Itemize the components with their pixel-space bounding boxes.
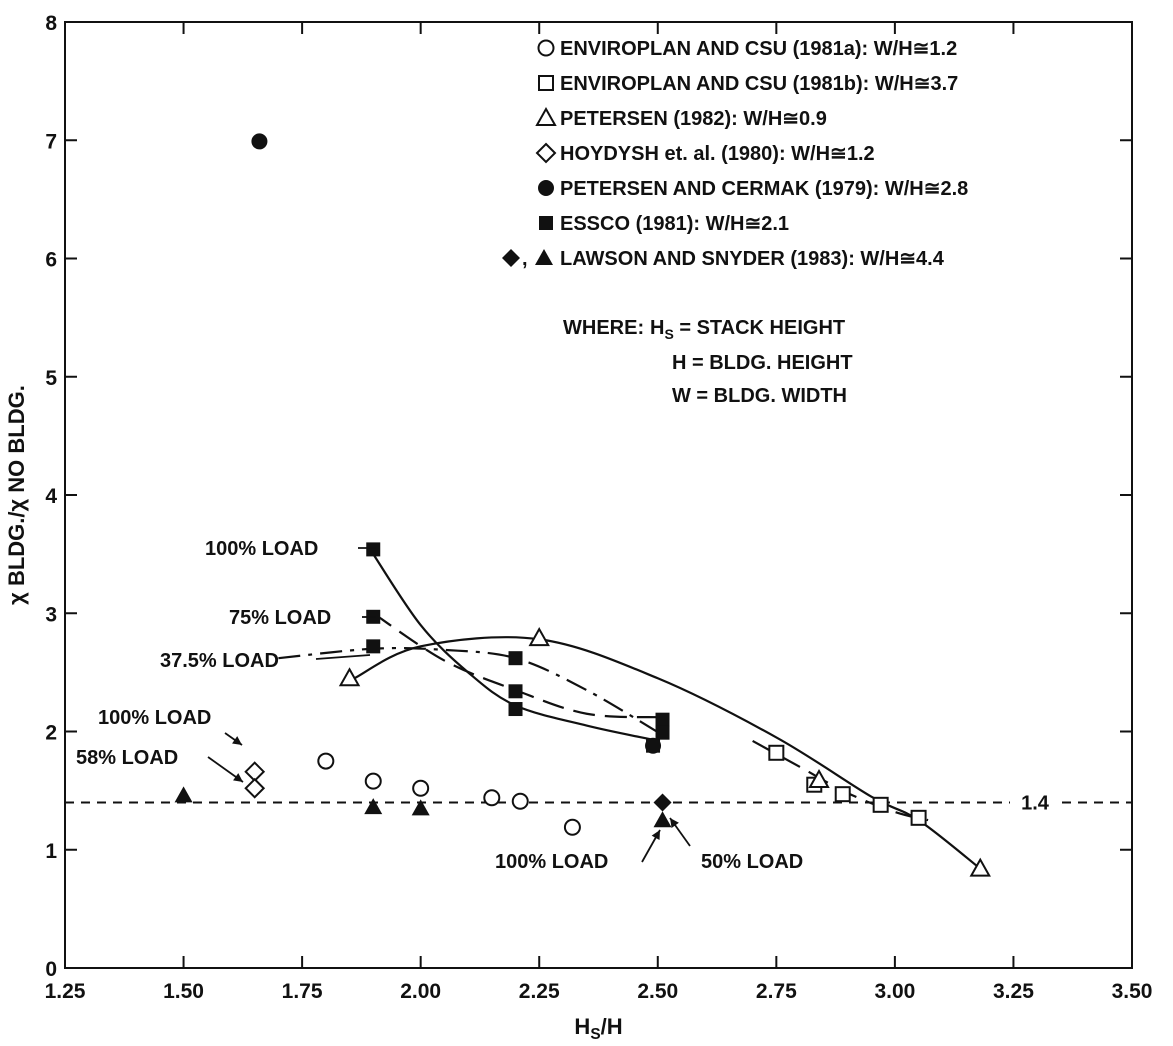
note-stack-height: HS = STACK HEIGHT	[650, 317, 845, 342]
legend-label: PETERSEN AND CERMAK (1979): W/H≅2.8	[560, 178, 968, 200]
legend-marker-open-triangle	[535, 106, 557, 126]
y-tick-label: 1	[45, 840, 57, 863]
legend-marker-filled-triangle	[535, 249, 553, 265]
data-point-filled-diamond	[653, 793, 672, 812]
annotation-arrowhead	[651, 830, 660, 841]
data-point-filled-square	[655, 712, 670, 727]
data-point-filled-triangle	[411, 799, 430, 816]
annotation-label: 100% LOAD	[205, 538, 318, 560]
data-point-filled-square	[655, 725, 670, 740]
fit-curve	[278, 646, 664, 736]
fit-curves	[278, 553, 981, 870]
legend: ENVIROPLAN AND CSU (1981a): W/H≅1.2 ENVIR…	[502, 38, 968, 270]
legend-label: LAWSON AND SNYDER (1983): W/H≅4.4	[560, 248, 945, 270]
legend-marker-filled-circle	[538, 180, 554, 196]
data-point-open-square	[872, 796, 889, 813]
legend-label: ESSCO (1981): W/H≅2.1	[560, 213, 789, 235]
legend-marker-filled-diamond	[502, 249, 520, 267]
annotation-leader	[315, 654, 371, 660]
annotation-label: 100% LOAD	[495, 851, 608, 873]
fit-curve	[372, 553, 654, 741]
data-point-open-triangle	[338, 667, 361, 687]
x-tick-label: 1.50	[163, 980, 204, 1003]
data-point-filled-square	[366, 639, 381, 654]
x-tick-label: 3.00	[874, 980, 915, 1003]
data-point-open-square	[768, 744, 785, 761]
notes: WHERE: HS = STACK HEIGHT H = BLDG. HEIGHT W…	[563, 317, 853, 407]
fit-curve	[353, 636, 981, 870]
legend-label: HOYDYSH et. al. (1980): W/H≅1.2	[560, 143, 875, 165]
y-tick-label: 6	[45, 249, 57, 272]
x-tick-label: 1.75	[282, 980, 323, 1003]
x-tick-label: 1.25	[45, 980, 86, 1003]
x-tick-label: 3.25	[993, 980, 1034, 1003]
y-tick-label: 2	[45, 722, 57, 745]
data-point-filled-square	[508, 702, 523, 717]
annotations: 100% LOAD 75% LOAD 37.5% LOAD 100% LOAD 58% …	[76, 538, 803, 873]
y-tick-label: 4	[45, 485, 57, 508]
y-axis-title: χ BLDG./χ NO BLDG.	[4, 385, 29, 605]
x-tick-label: 3.50	[1112, 980, 1153, 1003]
note-where: WHERE:	[563, 317, 644, 339]
data-point-open-circle	[563, 818, 581, 836]
reference-line-group: 1.4	[65, 792, 1132, 814]
legend-marker-open-square	[538, 75, 554, 91]
data-point-filled-square	[508, 684, 523, 699]
data-point-open-triangle	[528, 627, 550, 647]
data-point-open-circle	[317, 752, 335, 770]
annotation-label: 50% LOAD	[701, 851, 803, 873]
x-tick-label: 2.75	[756, 980, 797, 1003]
data-point-filled-triangle	[174, 786, 193, 803]
legend-separator: ,	[522, 248, 528, 270]
data-point-filled-circle	[251, 133, 268, 150]
data-point-filled-triangle	[653, 811, 672, 828]
axis-titles: HS/H χ BLDG./χ NO BLDG.	[4, 385, 623, 1043]
x-axis: 1.25 1.50 1.75 2.00 2.25 2.50 2.75 3.00 3.25 3.50	[45, 22, 1153, 1003]
annotation-label: 58% LOAD	[76, 747, 178, 769]
annotation-label: 37.5% LOAD	[160, 650, 279, 672]
annotation-label: 100% LOAD	[98, 707, 211, 729]
data-point-filled-square	[646, 738, 661, 753]
data-point-filled-square	[508, 651, 523, 666]
y-tick-label: 8	[45, 12, 57, 35]
data-point-open-circle	[511, 792, 529, 810]
annotation-arrowhead	[232, 736, 242, 745]
y-tick-label: 0	[45, 958, 57, 981]
x-axis-title: HS/H	[574, 1014, 622, 1043]
data-point-open-circle	[412, 779, 430, 797]
data-point-open-square	[834, 786, 851, 803]
data-point-filled-square	[366, 542, 381, 557]
legend-marker-open-circle	[537, 39, 555, 57]
annotation-arrowhead	[670, 818, 679, 828]
x-tick-label: 2.50	[637, 980, 678, 1003]
y-tick-label: 3	[45, 603, 57, 626]
x-tick-label: 2.25	[519, 980, 560, 1003]
legend-label: ENVIROPLAN AND CSU (1981b): W/H≅3.7	[560, 73, 958, 95]
data-points	[174, 133, 991, 877]
y-axis: 0 1 2 3 4 5 6 7 8	[45, 12, 1132, 981]
reference-line-label: 1.4	[1021, 792, 1050, 814]
annotation-label: 75% LOAD	[229, 607, 331, 629]
note-bldg-width: W = BLDG. WIDTH	[672, 385, 847, 407]
y-tick-label: 7	[45, 130, 57, 153]
data-point-open-triangle	[808, 768, 830, 788]
annotation-arrowhead	[233, 773, 243, 782]
data-point-open-diamond	[244, 777, 266, 799]
legend-marker-open-diamond	[535, 142, 557, 164]
note-bldg-height: H = BLDG. HEIGHT	[672, 352, 853, 374]
data-point-open-circle	[364, 772, 382, 790]
x-tick-label: 2.00	[400, 980, 441, 1003]
data-point-open-triangle	[969, 857, 991, 877]
legend-label: ENVIROPLAN AND CSU (1981a): W/H≅1.2	[560, 38, 957, 60]
data-point-open-circle	[483, 789, 501, 807]
y-tick-label: 5	[45, 367, 57, 390]
data-point-filled-triangle	[364, 798, 383, 815]
legend-marker-filled-square	[539, 216, 553, 230]
fit-curve	[372, 612, 663, 719]
data-point-open-square	[910, 809, 927, 826]
legend-label: PETERSEN (1982): W/H≅0.9	[560, 108, 827, 130]
